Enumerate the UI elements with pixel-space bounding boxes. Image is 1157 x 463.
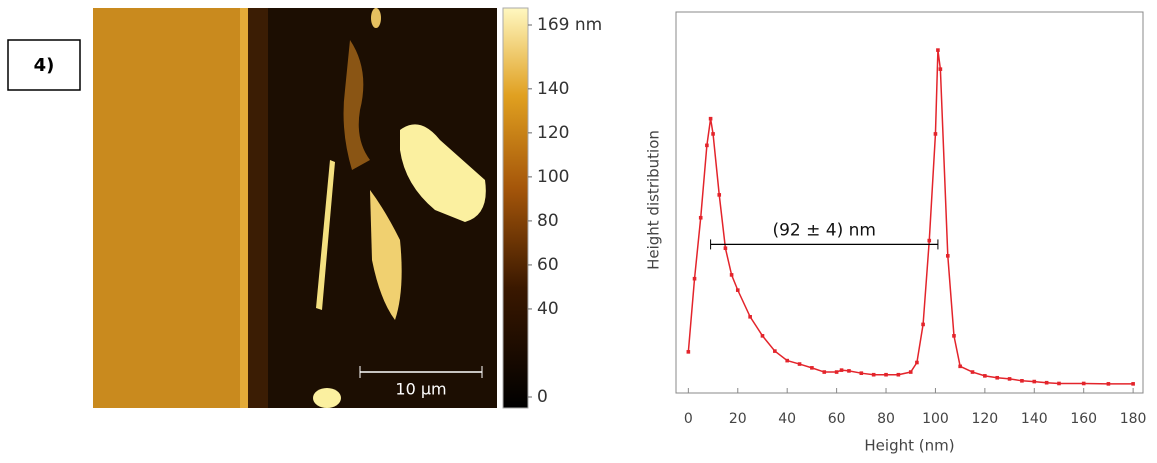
colorbar-tick-label: 40 [537,299,559,319]
data-point [785,358,789,363]
plot-frame [675,11,1144,394]
x-tick-label: 140 [1021,411,1048,427]
data-point [970,370,975,374]
x-tick-label: 0 [684,411,693,427]
afm-image: 10 µm [93,8,497,408]
data-point [708,116,713,121]
colorbar-tick-label: 60 [537,255,559,275]
data-point [810,366,814,370]
data-point [1057,381,1061,386]
data-line [687,50,1134,385]
data-point [1131,382,1135,386]
data-point [884,372,888,377]
data-point [1081,381,1086,386]
data-point [915,360,919,365]
data-point [723,246,728,251]
colorbar-tick-label: 100 [537,167,569,187]
data-point [896,372,901,377]
data-point [1044,380,1049,385]
data-point [735,288,740,292]
data-point [705,143,709,148]
data-point [717,193,722,197]
data-point [686,350,691,354]
data-point [952,334,956,338]
data-point [958,364,962,369]
data-point [945,254,950,258]
data-point [692,276,697,281]
data-point [1106,382,1111,386]
x-tick-label: 180 [1120,411,1147,427]
data-point [834,370,839,374]
data-point [797,362,802,366]
data-point [1007,377,1012,381]
data-point [1020,379,1024,383]
data-point [859,371,864,375]
data-point [921,322,925,327]
x-tick-label: 120 [971,411,998,427]
panel-label: 4) [34,55,55,76]
data-point [847,369,851,373]
data-point [748,315,752,319]
data-point [983,374,987,378]
y-axis-label: Height distribution [645,130,663,270]
x-tick-label: 80 [877,411,895,427]
label-box [7,39,81,91]
colorbar-tick-label: 120 [537,123,569,143]
data-point [995,375,1000,380]
data-point [1032,379,1037,384]
data-point [698,215,703,220]
colorbar [502,7,529,409]
data-point [839,368,844,372]
x-tick-label: 20 [729,411,747,427]
colorbar-tick-label: 80 [537,211,559,231]
data-point [760,334,765,338]
colorbar-tick-label: 169 nm [537,15,602,35]
data-point [908,370,913,374]
data-point [933,132,938,136]
annotation-text: (92 ± 4) nm [772,220,876,240]
data-point [822,370,827,374]
data-point [871,372,876,377]
x-tick-label: 160 [1070,411,1097,427]
x-tick-label: 40 [778,411,796,427]
data-point [938,67,943,71]
x-tick-label: 100 [922,411,949,427]
scale-bar-label: 10 µm [395,380,446,399]
x-axis-label: Height (nm) [864,437,954,455]
colorbar-tick-label: 140 [537,79,569,99]
x-tick-label: 60 [828,411,846,427]
data-point [711,132,715,136]
data-point [936,48,940,52]
colorbar-tick-label: 0 [537,387,548,407]
data-point [729,273,734,277]
data-point [773,349,777,353]
data-point [927,238,932,243]
